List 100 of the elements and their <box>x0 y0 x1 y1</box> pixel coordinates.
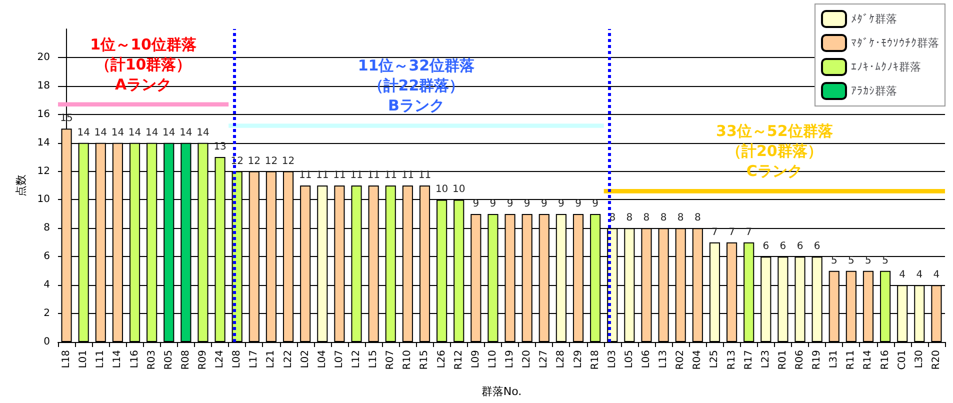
data-label: 9 <box>490 198 496 210</box>
x-tick-label: R12 <box>453 350 464 370</box>
data-label: 6 <box>796 241 804 252</box>
x-tick-label: R13 <box>726 350 738 370</box>
y-tick-label: 14 <box>37 137 50 148</box>
data-label: 5 <box>848 255 854 266</box>
x-tick-label: L16 <box>129 350 140 368</box>
data-label: 10 <box>452 184 466 196</box>
x-tick-label: R15 <box>419 350 430 370</box>
data-label: 14 <box>180 127 192 138</box>
data-label: 11 <box>316 170 329 181</box>
x-tick-label: L29 <box>572 350 584 368</box>
x-tick-label: L27 <box>538 350 550 368</box>
x-tick-label: R10 <box>402 350 414 370</box>
x-tick-label: L25 <box>709 350 720 368</box>
x-tick-label: L23 <box>760 350 772 368</box>
data-label: 14 <box>145 127 158 138</box>
x-tick-label: R02 <box>675 350 686 370</box>
x-tick-label: L02 <box>300 350 311 368</box>
data-label: 4 <box>933 270 940 281</box>
data-label: 12 <box>282 156 295 167</box>
x-tick-label: L28 <box>556 350 567 368</box>
data-label: 4 <box>916 270 923 281</box>
x-tick-label: R04 <box>692 350 704 370</box>
data-label: 12 <box>248 156 261 167</box>
x-axis-title: 群落No. <box>481 385 522 398</box>
data-label: 11 <box>298 170 312 181</box>
y-tick-label: 10 <box>37 194 50 206</box>
x-tick-label: R18 <box>590 350 601 370</box>
x-tick-label: R07 <box>385 350 396 370</box>
x-tick-label: L18 <box>61 350 72 368</box>
y-tick-label: 20 <box>37 52 50 63</box>
data-label: 13 <box>214 142 226 153</box>
data-label: 8 <box>660 212 667 224</box>
data-label: 8 <box>694 212 701 224</box>
data-label: 10 <box>435 184 448 196</box>
data-label: 4 <box>899 270 906 281</box>
x-tick-label: R20 <box>930 350 942 370</box>
x-tick-label: L19 <box>504 350 516 368</box>
data-label: 5 <box>830 255 838 266</box>
x-tick-label: L04 <box>316 350 328 368</box>
x-tick-label: R09 <box>197 350 208 370</box>
y-tick-label: 16 <box>37 108 50 120</box>
data-label: 9 <box>575 198 582 210</box>
data-label: 11 <box>401 170 414 181</box>
data-label: 7 <box>728 226 735 238</box>
x-tick-label: R06 <box>794 350 806 370</box>
x-tick-label: L12 <box>351 350 362 368</box>
x-tick-label: C01 <box>896 350 908 370</box>
data-label: 11 <box>350 170 363 181</box>
x-tick-label: L22 <box>282 350 294 368</box>
data-label: 14 <box>77 127 90 138</box>
x-tick-label: L11 <box>95 350 106 368</box>
data-label: 9 <box>592 198 599 210</box>
data-label: 9 <box>558 198 564 210</box>
x-tick-label: L31 <box>828 350 840 368</box>
x-tick-label: L05 <box>624 350 635 368</box>
x-tick-label: R17 <box>743 350 754 370</box>
data-label: 8 <box>643 212 650 224</box>
y-tick-label: 2 <box>44 308 50 320</box>
x-tick-label: L07 <box>334 350 345 368</box>
x-tick-label: R08 <box>180 350 192 370</box>
data-label: 14 <box>196 127 210 138</box>
data-label: 6 <box>814 241 820 252</box>
x-tick-label: L03 <box>606 350 618 368</box>
x-tick-label: L14 <box>112 350 124 368</box>
x-tick-label: L10 <box>487 350 498 368</box>
data-label: 5 <box>865 255 872 266</box>
data-label: 14 <box>111 127 124 138</box>
y-tick-label: 0 <box>44 336 50 348</box>
x-tick-label: R19 <box>812 350 823 370</box>
x-tick-label: L09 <box>470 350 482 368</box>
data-label: 14 <box>128 127 142 138</box>
x-tick-label: L08 <box>232 350 243 368</box>
data-label: 14 <box>162 127 176 138</box>
legend-label: ﾏﾀﾞｹ･ﾓｳｿｳﾁｸ群落 <box>851 36 939 50</box>
data-label: 8 <box>626 212 633 224</box>
data-label: 14 <box>94 127 108 138</box>
x-tick-label: R03 <box>146 350 158 370</box>
data-label: 6 <box>762 241 770 252</box>
data-label: 11 <box>418 170 432 181</box>
data-label: 7 <box>712 226 718 238</box>
data-label: 11 <box>367 170 380 181</box>
data-label: 11 <box>333 170 346 181</box>
x-tick-label: L21 <box>266 350 277 368</box>
legend-label: ｴﾉｷ･ﾑｸﾉｷ群落 <box>851 60 921 74</box>
x-tick-label: L24 <box>214 350 226 368</box>
data-label: 12 <box>264 156 278 167</box>
x-tick-label: R05 <box>163 350 174 370</box>
data-label: 9 <box>472 198 480 210</box>
y-tick-label: 12 <box>37 166 50 177</box>
x-tick-label: L20 <box>522 350 533 368</box>
legend-label: ﾒﾀﾞｹ群落 <box>851 12 897 26</box>
x-tick-label: L15 <box>368 350 380 368</box>
data-label: 6 <box>780 241 786 252</box>
x-tick-label: L13 <box>658 350 670 368</box>
x-tick-label: L01 <box>78 350 90 368</box>
x-tick-label: R16 <box>880 350 891 370</box>
data-label: 7 <box>746 226 752 238</box>
y-axis-title: 点数 <box>14 174 28 196</box>
